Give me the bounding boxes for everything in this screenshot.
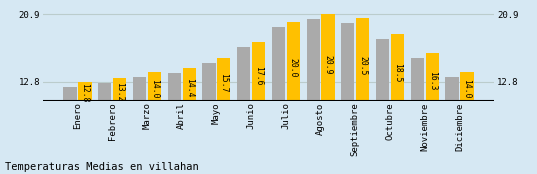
Bar: [113, 78, 126, 101]
Text: Temperaturas Medias en villahan: Temperaturas Medias en villahan: [5, 162, 199, 172]
Bar: [202, 63, 215, 101]
Bar: [322, 14, 335, 101]
Text: 14.4: 14.4: [185, 78, 194, 97]
Bar: [445, 77, 459, 101]
Text: 20.5: 20.5: [358, 56, 367, 76]
Text: 13.2: 13.2: [115, 82, 124, 101]
Bar: [411, 58, 424, 101]
Bar: [63, 87, 77, 101]
Bar: [217, 58, 230, 101]
Bar: [78, 82, 92, 101]
Bar: [252, 42, 265, 101]
Text: 14.0: 14.0: [462, 79, 471, 98]
Text: 16.3: 16.3: [427, 71, 437, 90]
Bar: [341, 23, 354, 101]
Bar: [356, 18, 369, 101]
Bar: [133, 77, 146, 101]
Bar: [272, 27, 285, 101]
Text: 20.0: 20.0: [289, 58, 298, 77]
Bar: [168, 73, 181, 101]
Bar: [426, 53, 439, 101]
Text: 15.7: 15.7: [220, 73, 228, 93]
Bar: [183, 69, 196, 101]
Text: 18.5: 18.5: [393, 63, 402, 83]
Bar: [307, 19, 320, 101]
Text: 17.6: 17.6: [254, 66, 263, 86]
Bar: [237, 47, 250, 101]
Bar: [98, 84, 111, 101]
Bar: [376, 39, 389, 101]
Bar: [148, 72, 161, 101]
Text: 12.8: 12.8: [81, 83, 90, 103]
Bar: [460, 72, 474, 101]
Text: 14.0: 14.0: [150, 79, 159, 98]
Text: 20.9: 20.9: [324, 55, 332, 74]
Bar: [287, 22, 300, 101]
Bar: [391, 34, 404, 101]
